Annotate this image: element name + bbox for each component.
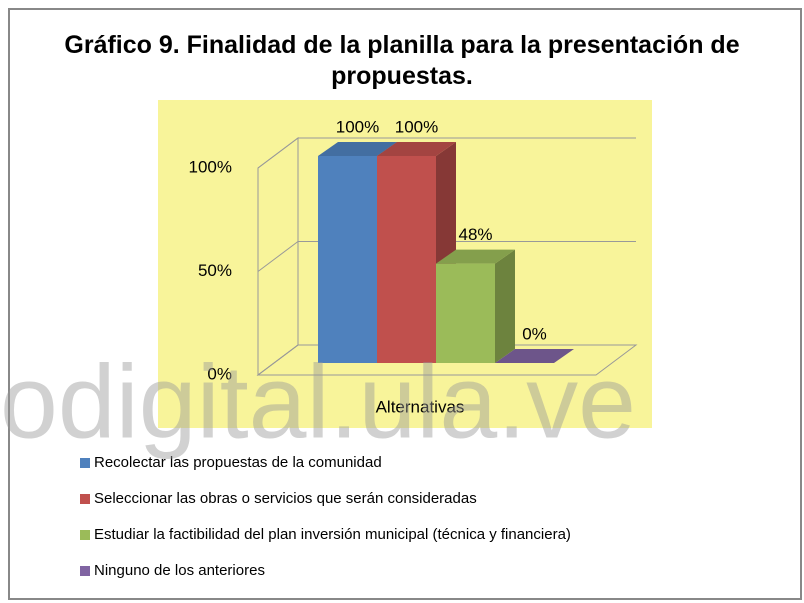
plot: 0% 50% 100% 100% 100% 48% 0% (189, 117, 638, 383)
legend-swatch (80, 494, 90, 504)
legend-label: Seleccionar las obras o servicios que se… (94, 490, 477, 507)
legend-swatch (80, 566, 90, 576)
grid-line (257, 137, 636, 169)
bar (495, 349, 574, 363)
legend: Recolectar las propuestas de la comunida… (80, 454, 571, 579)
y-tick-label: 100% (189, 157, 232, 176)
chart-title: Gráfico 9. Finalidad de la planilla para… (64, 31, 740, 90)
bar-top (377, 142, 456, 156)
watermark: odigital.ula.ve (0, 344, 636, 460)
legend-swatch (80, 530, 90, 540)
grid-line (257, 241, 636, 272)
legend-label: Recolectar las propuestas de la comunida… (94, 454, 382, 471)
y-tick-label: 0% (207, 364, 232, 383)
value-label: 0% (522, 324, 547, 343)
bar-front (318, 156, 377, 363)
legend-label: Ninguno de los anteriores (94, 562, 265, 579)
value-label: 100% (395, 117, 438, 136)
bar-top (495, 349, 574, 363)
value-label: 48% (458, 225, 492, 244)
value-label: 100% (336, 117, 379, 136)
bar-front (377, 156, 436, 363)
x-axis-label: Alternativas (376, 397, 465, 416)
bar-front (436, 263, 495, 363)
bar-top (318, 142, 397, 156)
bar-side (495, 249, 515, 363)
y-tick-label: 50% (198, 261, 232, 280)
bar (436, 249, 515, 363)
grid-line (257, 344, 636, 376)
legend-swatch (80, 458, 90, 468)
bar-top (436, 249, 515, 264)
legend-label: Estudiar la factibilidad del plan invers… (94, 526, 571, 543)
